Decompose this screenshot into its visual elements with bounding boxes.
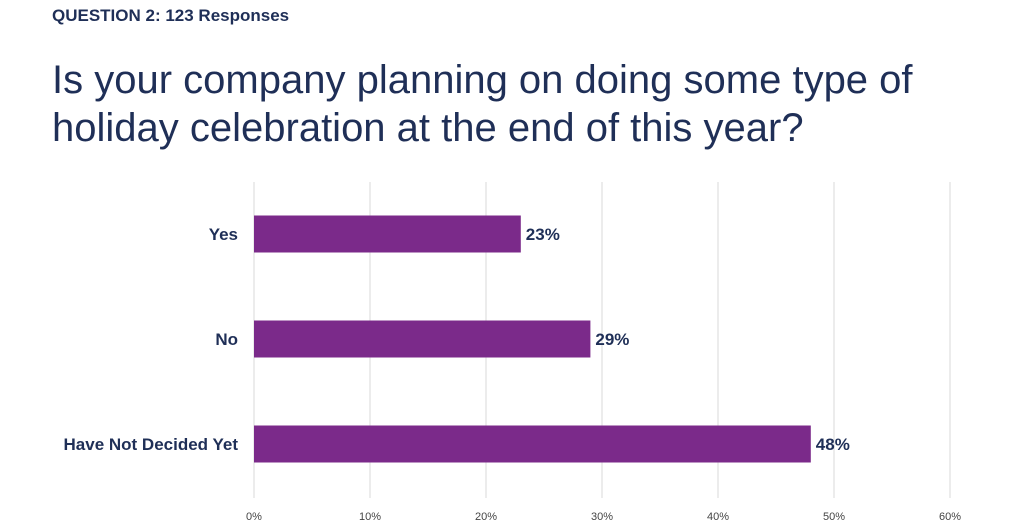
value-label: 48% xyxy=(816,435,850,454)
x-tick-label: 0% xyxy=(246,511,262,523)
bar xyxy=(254,320,591,358)
bar xyxy=(254,215,521,253)
x-tick-label: 10% xyxy=(359,511,381,523)
x-tick-label: 60% xyxy=(939,511,961,523)
value-label: 29% xyxy=(595,330,629,349)
category-label: Have Not Decided Yet xyxy=(64,435,239,454)
x-tick-label: 50% xyxy=(823,511,845,523)
x-tick-label: 40% xyxy=(707,511,729,523)
x-tick-label: 30% xyxy=(591,511,613,523)
category-label: Yes xyxy=(209,225,238,244)
question-title-line-2: holiday celebration at the end of this y… xyxy=(52,106,804,150)
question-title-line-1: Is your company planning on doing some t… xyxy=(52,58,913,102)
bar xyxy=(254,425,811,463)
question-header: QUESTION 2: 123 Responses xyxy=(52,6,290,25)
category-label: No xyxy=(215,330,238,349)
question-title: Is your company planning on doing some t… xyxy=(52,56,992,152)
value-label: 23% xyxy=(526,225,560,244)
x-tick-label: 20% xyxy=(475,511,497,523)
